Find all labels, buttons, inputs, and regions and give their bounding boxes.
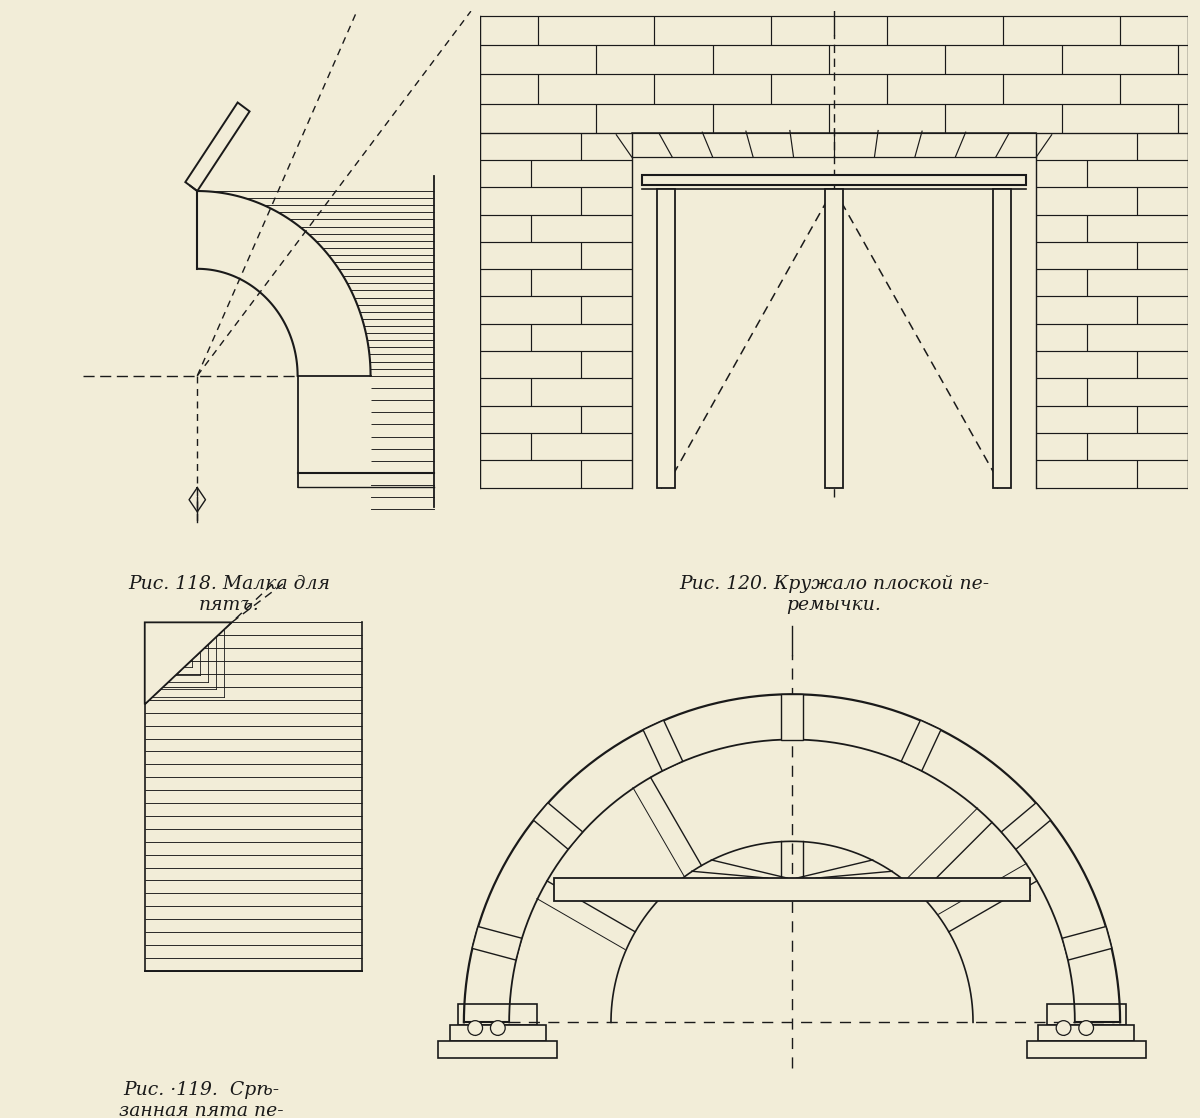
Bar — [994, 189, 1010, 487]
Bar — [438, 1041, 557, 1058]
Polygon shape — [472, 927, 522, 960]
Polygon shape — [1002, 803, 1051, 850]
Polygon shape — [643, 720, 683, 770]
Polygon shape — [533, 803, 582, 850]
Bar — [642, 176, 1026, 184]
Polygon shape — [185, 103, 250, 191]
Circle shape — [468, 1021, 482, 1035]
Text: Рис. 118. Малка для
пятъ.: Рис. 118. Малка для пятъ. — [128, 575, 330, 614]
Bar — [554, 878, 1030, 901]
Polygon shape — [781, 694, 803, 739]
Circle shape — [1079, 1021, 1093, 1035]
Circle shape — [1056, 1021, 1070, 1035]
Polygon shape — [901, 720, 941, 770]
Bar — [458, 1004, 538, 1025]
Bar — [824, 189, 842, 487]
Polygon shape — [1062, 927, 1112, 960]
Bar — [1027, 1041, 1146, 1058]
Bar — [450, 1025, 546, 1041]
Bar — [658, 189, 674, 487]
Polygon shape — [145, 623, 232, 704]
Bar — [1046, 1004, 1126, 1025]
Text: Рис. ·119.  Срѣ-
занная пята пе-
ремычки  и
малка.: Рис. ·119. Срѣ- занная пята пе- ремычки … — [119, 1081, 283, 1118]
Circle shape — [491, 1021, 505, 1035]
Bar — [1038, 1025, 1134, 1041]
Text: Рис. 120. Кружало плоской пе-
ремычки.: Рис. 120. Кружало плоской пе- ремычки. — [679, 575, 989, 614]
